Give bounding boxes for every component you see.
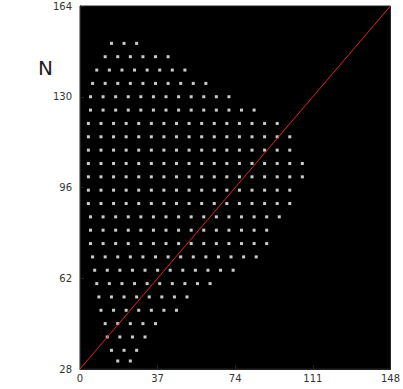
svg-text:164: 164: [53, 1, 72, 12]
svg-text:62: 62: [59, 273, 72, 284]
svg-text:N: N: [38, 56, 53, 80]
svg-text:37: 37: [151, 373, 164, 384]
svg-text:130: 130: [53, 91, 72, 102]
svg-text:0: 0: [77, 373, 83, 384]
svg-text:96: 96: [59, 182, 72, 193]
svg-text:74: 74: [229, 373, 242, 384]
svg-text:111: 111: [303, 373, 322, 384]
svg-text:148: 148: [381, 373, 400, 384]
svg-text:28: 28: [59, 364, 72, 375]
